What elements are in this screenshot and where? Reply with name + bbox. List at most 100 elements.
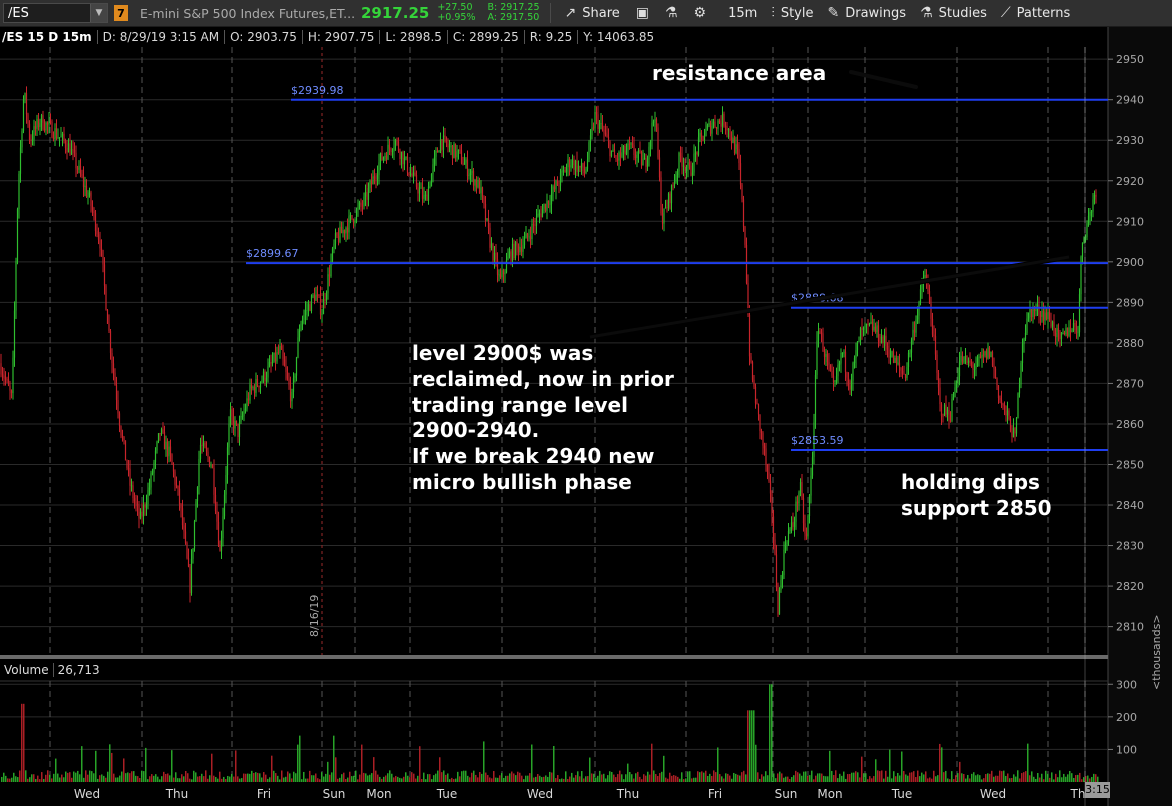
volume-bar <box>861 756 863 782</box>
share-button[interactable]: ↗ Share <box>565 5 620 21</box>
volume-bar <box>1041 773 1043 782</box>
volume-bar <box>499 775 501 782</box>
resistance-arrow-line[interactable] <box>849 70 918 89</box>
studies-button[interactable]: ⚗ Studies <box>920 5 987 21</box>
volume-bar <box>451 777 453 782</box>
last-price: 2917.25 <box>361 4 430 22</box>
candle-body <box>709 122 712 134</box>
main-annotation[interactable]: level 2900$ was reclaimed, now in prior … <box>412 341 674 494</box>
volume-bar <box>163 771 165 782</box>
bar-open: O: 2903.75 <box>225 30 303 44</box>
drawings-button[interactable]: ✎ Drawings <box>827 5 906 21</box>
patterns-button[interactable]: ⟋ Patterns <box>1001 5 1070 21</box>
volume-bar <box>1073 777 1075 782</box>
candle-body <box>457 149 460 152</box>
volume-bar <box>579 776 581 782</box>
candle-body <box>157 433 160 442</box>
volume-bar <box>379 776 381 782</box>
date-label: Th <box>1070 787 1086 801</box>
symbol-selector[interactable]: /ES ▼ <box>3 3 108 23</box>
candle-body <box>244 408 247 412</box>
price-tick-label: 2810 <box>1116 621 1144 634</box>
screenshot-button[interactable]: ▣ <box>636 5 655 21</box>
candle-body <box>882 336 884 344</box>
candle-body <box>717 120 719 129</box>
link-group-badge[interactable]: 7 <box>114 5 128 21</box>
candle-body <box>648 146 650 160</box>
bar-date: D: 8/29/19 3:15 AM <box>98 30 226 44</box>
candle-body <box>771 493 773 517</box>
volume-bar <box>977 774 979 782</box>
candle-body <box>657 127 659 158</box>
support-annotation[interactable]: holding dips support 2850 <box>901 470 1052 520</box>
volume-bar <box>491 778 493 782</box>
volume-bar <box>549 771 551 782</box>
candle-body <box>93 210 95 214</box>
volume-bar <box>585 776 587 782</box>
candle-body <box>987 347 989 359</box>
candle-body <box>693 153 695 173</box>
candle-body <box>486 218 488 221</box>
candle-body <box>37 118 40 128</box>
candle-body <box>816 340 818 375</box>
volume-bar <box>729 775 731 782</box>
volume-bar <box>733 772 735 782</box>
candle-body <box>231 409 233 417</box>
volume-bar <box>921 772 923 782</box>
volume-bar <box>467 775 469 782</box>
candle-body <box>459 149 461 151</box>
volume-bar <box>927 778 929 782</box>
candle-body <box>700 132 703 136</box>
candle-body <box>750 356 752 362</box>
volume-bar <box>905 774 907 782</box>
volume-bar <box>447 773 449 782</box>
candle-body <box>789 528 791 532</box>
volume-bar <box>837 778 839 782</box>
volume-bar <box>459 776 461 782</box>
candle-body <box>732 137 734 143</box>
candle-body <box>313 295 316 302</box>
candle-body <box>58 137 61 139</box>
volume-bar <box>723 778 725 782</box>
volume-bar <box>615 777 617 782</box>
volume-bar <box>805 771 807 782</box>
volume-bar <box>641 779 643 782</box>
candle-body <box>1054 332 1057 338</box>
candle-body <box>654 119 656 122</box>
candle-body <box>409 173 412 176</box>
chevron-down-icon[interactable]: ▼ <box>90 4 107 22</box>
candle-body <box>399 150 401 160</box>
time-badge: 3:15 <box>1085 782 1110 798</box>
volume-bar <box>241 778 243 782</box>
candle-body <box>12 357 14 394</box>
candle-body <box>166 441 169 457</box>
volume-bar <box>883 778 885 782</box>
volume-bar <box>285 776 287 782</box>
style-button[interactable]: ⫶ Style <box>771 5 813 21</box>
volume-bar <box>349 771 351 782</box>
candle-body <box>1083 237 1085 243</box>
volume-bar <box>599 770 601 782</box>
candle-body <box>895 357 898 364</box>
price-levels[interactable]: $2939.98$2899.67$2888.68$2853.59 <box>246 84 1108 451</box>
volume-bar <box>681 772 683 782</box>
candle-body <box>202 442 205 446</box>
candle-body <box>841 352 844 354</box>
resistance-annotation[interactable]: resistance area <box>652 61 827 85</box>
candle-body <box>489 227 491 248</box>
pencil-icon: ✎ <box>827 5 840 21</box>
candle-body <box>220 538 223 552</box>
candle-body <box>909 352 911 354</box>
trendlines[interactable] <box>587 70 1072 340</box>
timeframe-button[interactable]: 15m <box>728 6 757 21</box>
candle-body <box>601 123 604 130</box>
candle-body <box>1002 403 1004 405</box>
candle-body <box>303 314 305 321</box>
flask-button[interactable]: ⚗ <box>665 5 684 21</box>
candle-body <box>1087 215 1090 224</box>
symbol-text[interactable]: /ES <box>8 5 29 21</box>
settings-button[interactable]: ⚙ <box>694 5 713 21</box>
volume-bar <box>239 778 241 782</box>
candle-body <box>985 351 988 359</box>
